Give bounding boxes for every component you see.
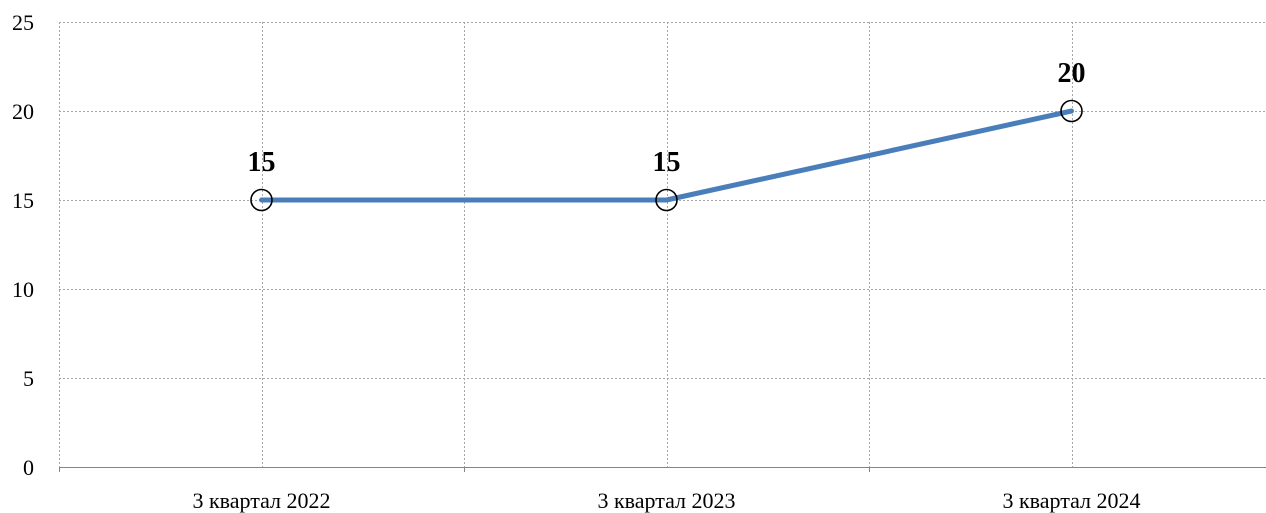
y-tick-label: 10 — [12, 277, 34, 302]
data-label: 15 — [653, 147, 681, 178]
series-line — [259, 108, 1074, 203]
y-tick-label: 5 — [23, 366, 34, 391]
y-tick-label: 0 — [23, 455, 34, 480]
data-point — [655, 188, 678, 212]
labels: 0 5 10 15 20 25 3 квартал 2022 3 квартал 2023 3 … — [12, 10, 1141, 513]
y-tick-label: 15 — [12, 188, 34, 213]
y-tick-label: 25 — [12, 10, 34, 35]
y-tick-label: 20 — [12, 99, 34, 124]
data-label: 20 — [1058, 58, 1086, 89]
data-point — [250, 188, 273, 212]
axes — [59, 467, 1266, 472]
series-layer — [250, 99, 1083, 212]
x-tick-label: 3 квартал 2022 — [192, 488, 330, 513]
data-label: 15 — [248, 147, 276, 178]
x-tick-label: 3 квартал 2023 — [597, 488, 735, 513]
data-point — [1060, 99, 1083, 123]
x-tick-label: 3 квартал 2024 — [1002, 488, 1140, 513]
